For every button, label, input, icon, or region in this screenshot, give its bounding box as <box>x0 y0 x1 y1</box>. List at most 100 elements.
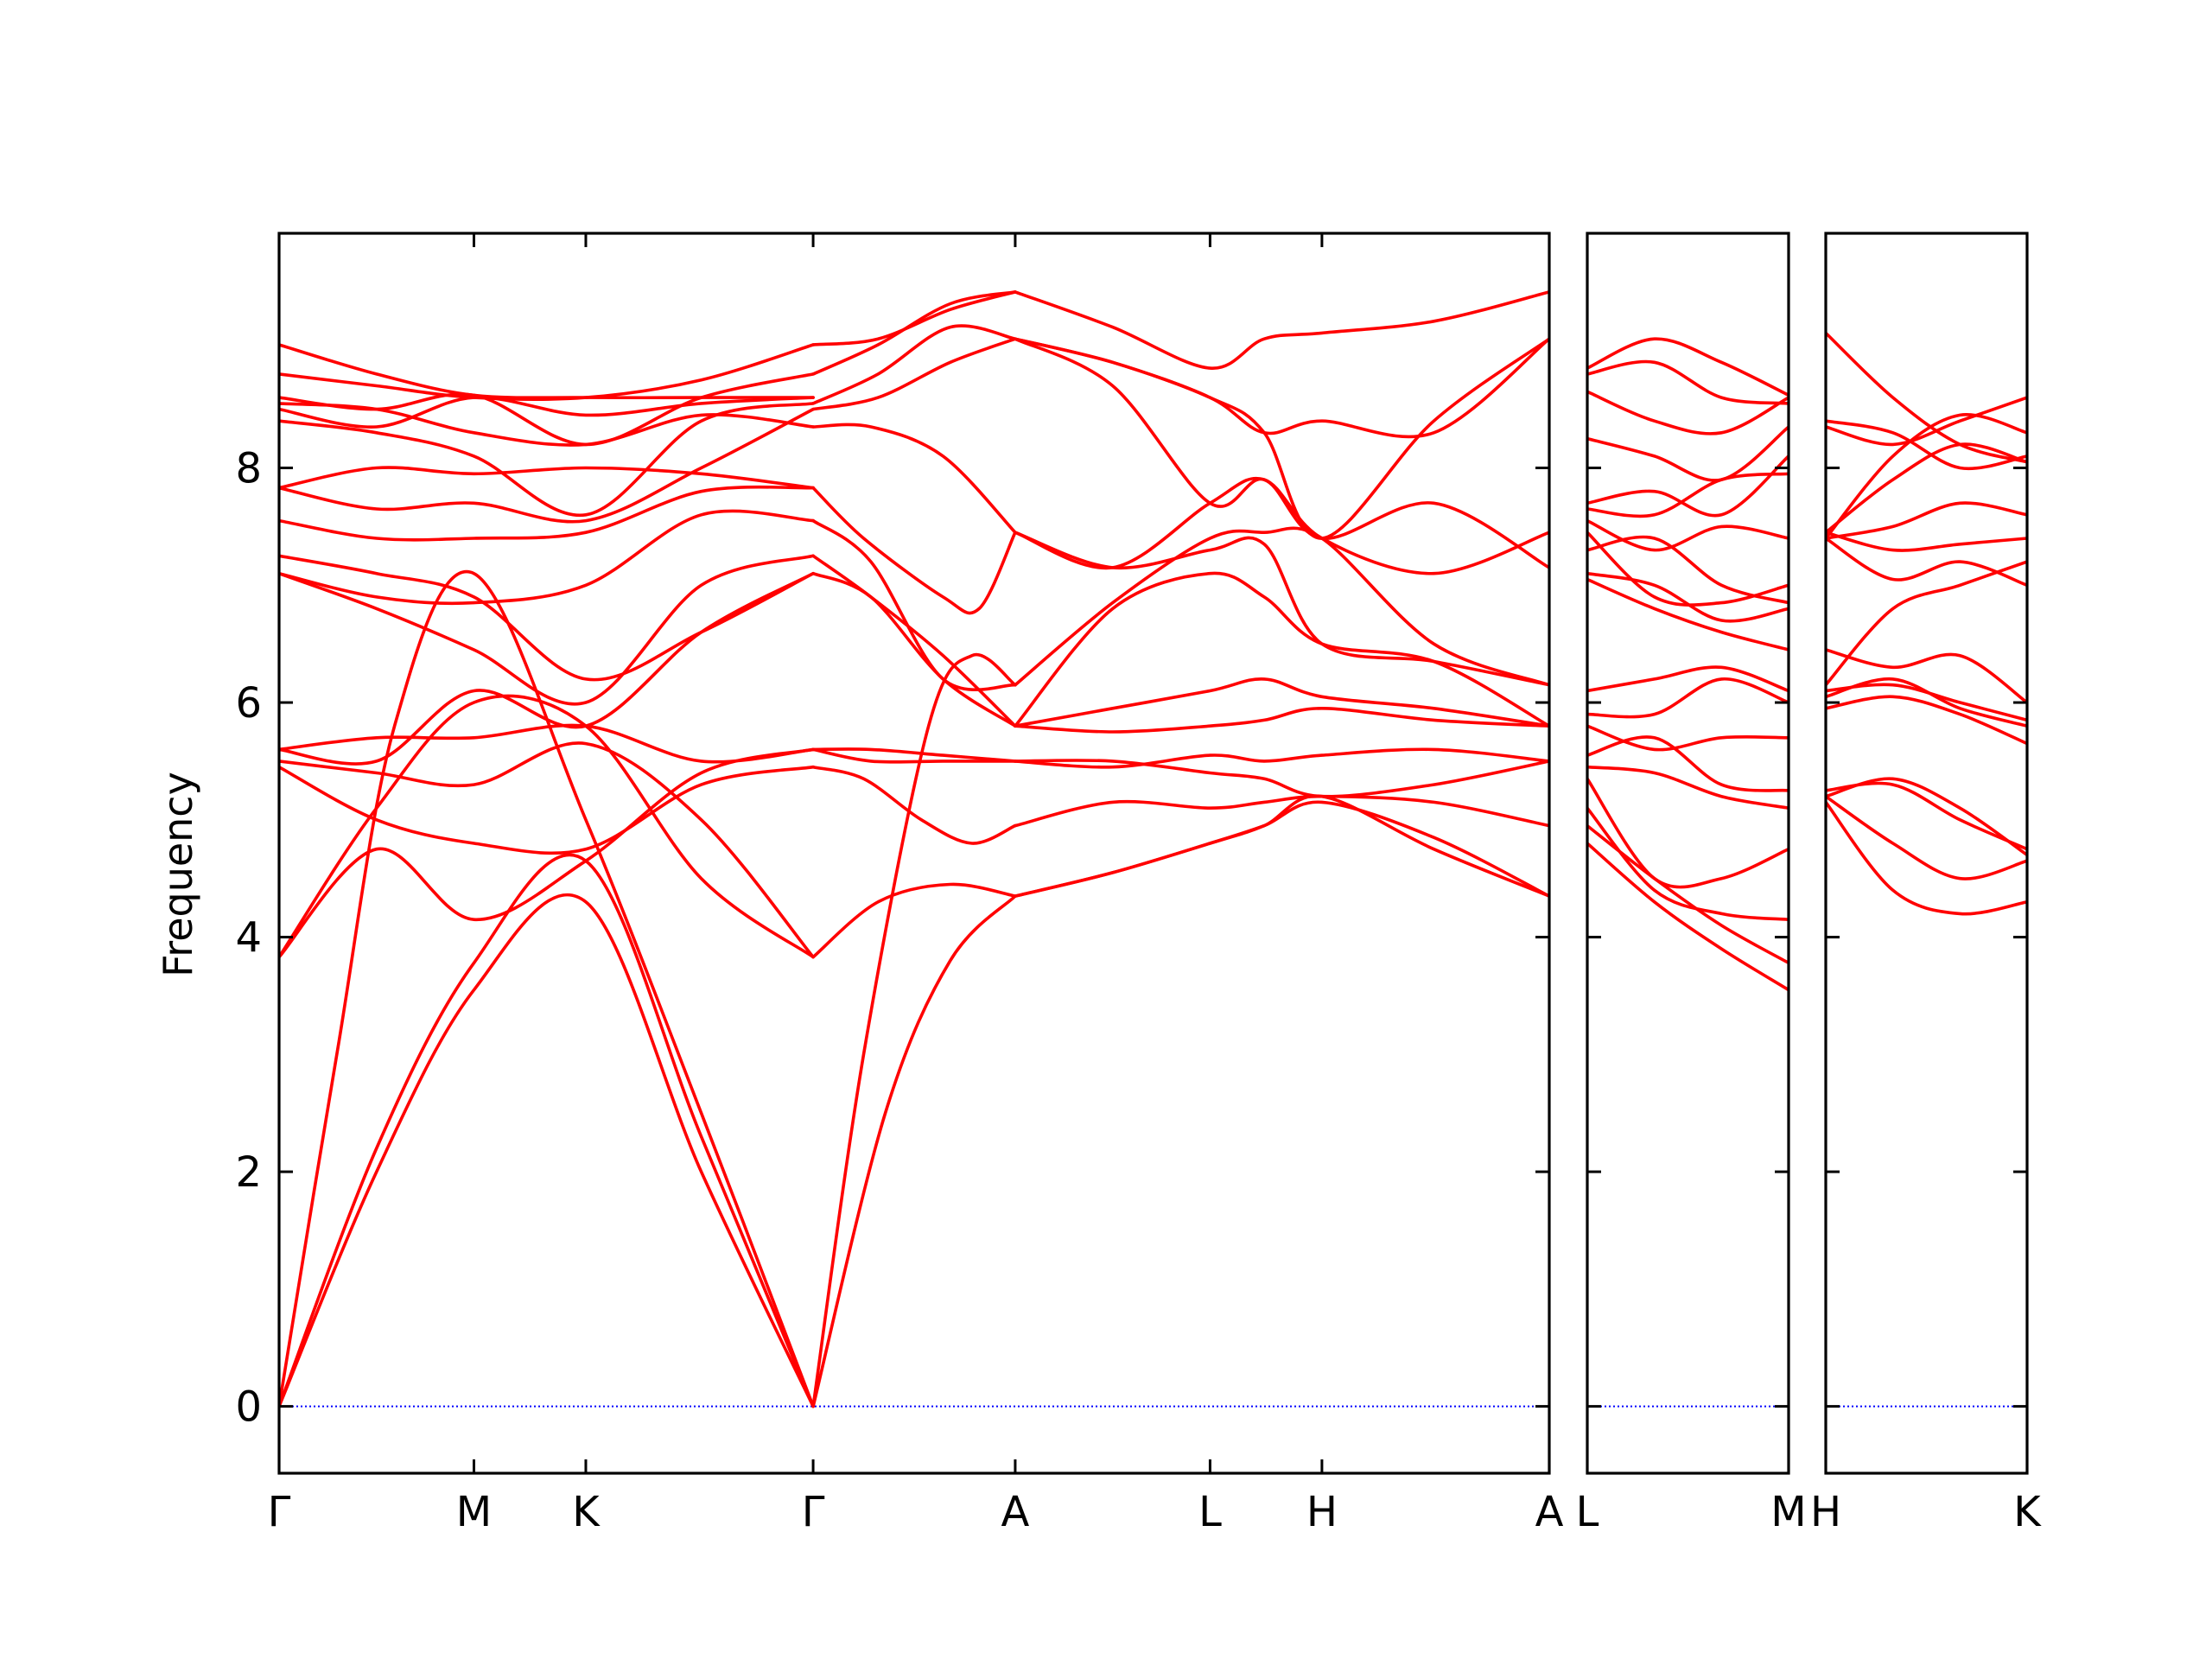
phonon-band-44 <box>1014 526 1549 687</box>
panel-data <box>1587 337 1789 1408</box>
phonon-band-2 <box>1826 794 2027 880</box>
x-tick-label: Γ <box>802 1488 825 1536</box>
phonon-band-19 <box>1587 359 1789 405</box>
y-tick-label: 4 <box>235 914 262 963</box>
phonon-band-2 <box>279 853 815 1408</box>
phonon-band-6 <box>279 765 815 855</box>
phonon-band-20 <box>1587 337 1789 397</box>
x-tick-label: L <box>1576 1488 1599 1536</box>
x-tick-label: H <box>1810 1488 1841 1536</box>
phonon-band-1 <box>1826 800 2027 916</box>
phonon-band-1 <box>279 893 815 1408</box>
phonon-band-33 <box>811 337 1017 411</box>
phonon-band-15 <box>279 466 815 490</box>
phonon-band-40 <box>1014 759 1549 798</box>
y-tick-label: 6 <box>235 679 262 728</box>
phonon-band-27 <box>811 747 1017 763</box>
phonon-band-30 <box>811 518 1017 692</box>
phonon-band-12 <box>1587 535 1789 605</box>
phonon-band-16 <box>1826 396 2027 447</box>
phonon-band-5 <box>279 694 815 959</box>
phonon-band-12 <box>1826 501 2027 540</box>
phonon-band-28 <box>811 571 1017 728</box>
phonon-band-9 <box>1587 665 1789 693</box>
phonon-band-22 <box>811 894 1017 1408</box>
phonon-band-16 <box>279 402 815 518</box>
x-tick-label: M <box>1770 1488 1806 1536</box>
phonon-band-15 <box>1587 472 1789 518</box>
phonon-band-43 <box>1014 677 1549 728</box>
panel-frame <box>1824 232 2029 1475</box>
phonon-band-25 <box>811 765 1017 845</box>
phonon-band-6 <box>1587 735 1789 792</box>
phonon-band-31 <box>811 486 1017 615</box>
phonon-band-10 <box>1587 577 1789 652</box>
phonon-band-9 <box>279 571 815 766</box>
phonon-band-42 <box>1014 707 1549 734</box>
phonon-band-3 <box>1587 806 1789 921</box>
y-axis-label: Frequency <box>155 772 201 977</box>
panel-data <box>1826 331 2027 1408</box>
phonon-band-18 <box>1587 390 1789 435</box>
x-tick-label: H <box>1306 1488 1338 1536</box>
phonon-band-19 <box>279 372 815 447</box>
phonon-band-5 <box>1587 765 1789 810</box>
phonon-band-38 <box>1014 794 1549 898</box>
phonon-band-11 <box>1826 531 2027 552</box>
phonon-band-5 <box>1826 695 2027 746</box>
x-tick-label: L <box>1198 1488 1222 1536</box>
phonon-band-41 <box>1014 747 1549 769</box>
phonon-band-51 <box>1014 290 1549 370</box>
phonon-band-36 <box>811 290 1017 346</box>
x-tick-label: Γ <box>268 1488 291 1536</box>
phonon-band-7 <box>1826 683 2027 722</box>
phonon-band-17 <box>1826 331 2027 464</box>
phonon-band-10 <box>1826 537 2027 588</box>
phonon-band-17 <box>279 396 815 429</box>
phonon-band-16 <box>1587 454 1789 518</box>
phonon-band-17 <box>1587 425 1789 482</box>
phonon-band-14 <box>279 407 815 524</box>
x-tick-label: A <box>1001 1488 1030 1536</box>
phonon-band-13 <box>1587 531 1789 607</box>
phonon-band-21 <box>279 343 815 400</box>
phonon-band-7 <box>1587 724 1789 752</box>
x-tick-label: M <box>456 1488 492 1536</box>
phonon-band-4 <box>1826 777 2027 857</box>
panel-frame <box>1586 232 1790 1475</box>
phonon-band-26 <box>811 747 1017 764</box>
phonon-band-13 <box>279 485 815 542</box>
y-tick-label: 2 <box>235 1148 262 1197</box>
phonon-band-14 <box>1587 518 1789 552</box>
y-tick-label: 0 <box>235 1383 262 1432</box>
phonon-band-20 <box>279 343 815 402</box>
phonon-band-12 <box>279 554 815 682</box>
phonon-band-7 <box>279 741 815 959</box>
phonon-band-14 <box>1826 419 2027 471</box>
phonon-band-1 <box>1587 842 1789 992</box>
phonon-band-48 <box>1014 337 1549 569</box>
phonon-band-3 <box>279 569 815 1408</box>
panel-data <box>279 290 1549 1408</box>
phonon-band-4 <box>279 747 815 959</box>
phonon-band-15 <box>1826 412 2027 540</box>
x-tick-label: A <box>1535 1488 1564 1536</box>
phonon-band-24 <box>811 882 1017 959</box>
phonon-band-50 <box>1014 337 1549 540</box>
x-tick-label: K <box>572 1488 601 1536</box>
x-tick-label: K <box>2013 1488 2042 1536</box>
phonon-band-8 <box>1826 648 2027 704</box>
phonon-band-23 <box>811 652 1017 1408</box>
phonon-band-13 <box>1826 442 2027 534</box>
phonon-band-10 <box>279 509 815 606</box>
y-tick-label: 8 <box>235 445 262 493</box>
phonon-band-11 <box>279 554 815 706</box>
phonon-band-32 <box>811 423 1017 534</box>
phonon-band-34 <box>811 324 1017 405</box>
phonon-band-8 <box>1587 677 1789 719</box>
